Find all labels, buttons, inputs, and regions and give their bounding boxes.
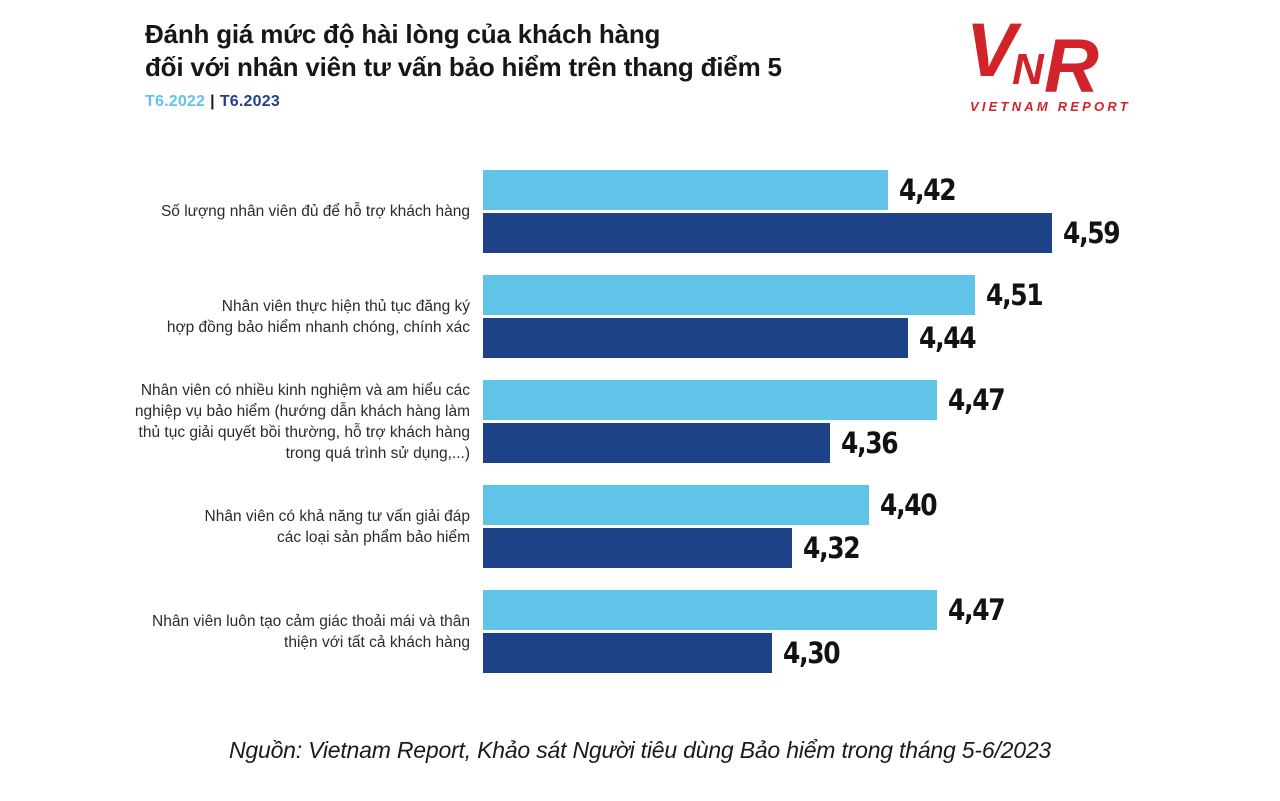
- bar-track: 4,59: [483, 213, 1280, 253]
- bar-group: 4,47 4,36: [483, 380, 1280, 463]
- bar-t6.2023: [483, 423, 830, 463]
- bar-track: 4,36: [483, 423, 1280, 463]
- bar-chart: Số lượng nhân viên đủ để hỗ trợ khách hà…: [0, 170, 1280, 695]
- legend-separator: |: [210, 93, 215, 110]
- bar-t6.2022: [483, 380, 937, 420]
- bar-group: 4,51 4,44: [483, 275, 1280, 358]
- bar-value-label: 4,47: [948, 593, 1006, 627]
- bar-t6.2022: [483, 275, 975, 315]
- source-note: Nguồn: Vietnam Report, Khảo sát Người ti…: [228, 737, 1052, 763]
- bar-value-label: 4,40: [880, 488, 938, 522]
- bar-t6.2022: [483, 485, 869, 525]
- svg-text:V: V: [966, 14, 1022, 93]
- bar-track: 4,47: [483, 380, 1280, 420]
- chart-row: Nhân viên thực hiện thủ tục đăng ký hợp …: [0, 275, 1280, 358]
- chart-legend: T6.2022 | T6.2023: [145, 93, 782, 111]
- bar-t6.2022: [483, 590, 937, 630]
- chart-title-line-2: đối với nhân viên tư vấn bảo hiểm trên t…: [145, 52, 782, 82]
- vietnam-report-logo: V N R VIETNAM REPORT: [966, 8, 1136, 121]
- bar-t6.2023: [483, 633, 772, 673]
- legend-series-2023: T6.2023: [219, 93, 280, 110]
- bar-value-label: 4,59: [1063, 216, 1121, 250]
- bar-t6.2023: [483, 318, 908, 358]
- bar-track: 4,51: [483, 275, 1280, 315]
- chart-rows: Số lượng nhân viên đủ để hỗ trợ khách hà…: [0, 170, 1280, 673]
- svg-text:VIETNAM REPORT: VIETNAM REPORT: [970, 99, 1131, 114]
- chart-row: Nhân viên luôn tạo cảm giác thoải mái và…: [0, 590, 1280, 673]
- svg-text:R: R: [1044, 24, 1099, 109]
- category-label: Số lượng nhân viên đủ để hỗ trợ khách hà…: [160, 203, 470, 220]
- category-label: Nhân viên thực hiện thủ tục đăng ký hợp …: [166, 297, 470, 336]
- bar-value-label: 4,30: [783, 636, 841, 670]
- chart-header: Đánh giá mức độ hài lòng của khách hàng …: [145, 18, 782, 111]
- chart-title-line-1: Đánh giá mức độ hài lòng của khách hàng: [145, 19, 661, 49]
- bar-group: 4,47 4,30: [483, 590, 1280, 673]
- bar-value-label: 4,44: [919, 321, 977, 355]
- bar-group: 4,40 4,32: [483, 485, 1280, 568]
- category-label: Nhân viên có nhiều kinh nghiệm và am hiể…: [134, 381, 470, 462]
- bar-value-label: 4,51: [986, 278, 1044, 312]
- bar-track: 4,32: [483, 528, 1280, 568]
- bar-value-label: 4,36: [841, 426, 899, 460]
- bar-t6.2023: [483, 213, 1052, 253]
- bar-track: 4,30: [483, 633, 1280, 673]
- legend-series-2022: T6.2022: [145, 93, 206, 110]
- vnr-logo-icon: V N R VIETNAM REPORT: [966, 8, 1131, 114]
- bar-track: 4,44: [483, 318, 1280, 358]
- bar-t6.2023: [483, 528, 792, 568]
- bar-group: 4,42 4,59: [483, 170, 1280, 253]
- category-label: Nhân viên có khả năng tư vấn giải đáp cá…: [204, 507, 470, 546]
- bar-value-label: 4,42: [899, 173, 957, 207]
- bar-value-label: 4,32: [803, 531, 861, 565]
- bar-track: 4,40: [483, 485, 1280, 525]
- chart-row: Nhân viên có nhiều kinh nghiệm và am hiể…: [0, 380, 1280, 463]
- bar-track: 4,47: [483, 590, 1280, 630]
- bar-value-label: 4,47: [948, 383, 1006, 417]
- chart-row: Số lượng nhân viên đủ để hỗ trợ khách hà…: [0, 170, 1280, 253]
- chart-row: Nhân viên có khả năng tư vấn giải đáp cá…: [0, 485, 1280, 568]
- bar-t6.2022: [483, 170, 888, 210]
- svg-text:N: N: [1012, 45, 1045, 94]
- category-label: Nhân viên luôn tạo cảm giác thoải mái và…: [152, 612, 470, 651]
- bar-track: 4,42: [483, 170, 1280, 210]
